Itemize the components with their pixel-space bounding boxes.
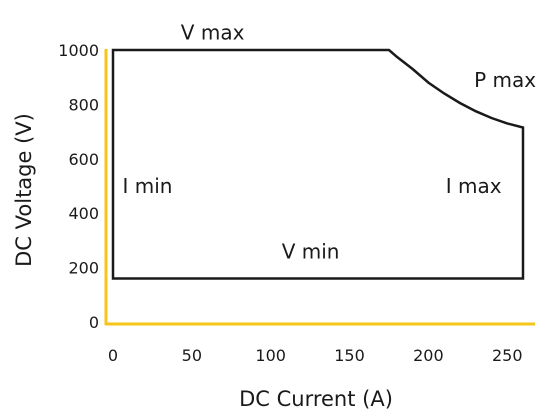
x-axis-title: DC Current (A) <box>239 387 393 411</box>
x-tick-label: 0 <box>108 346 118 365</box>
y-tick-label: 600 <box>68 150 99 169</box>
annotation-v-min: V min <box>282 239 340 263</box>
x-tick-labels: 0 50 100 150 200 250 <box>108 346 523 365</box>
annotation-v-max: V max <box>181 20 245 44</box>
y-tick-label: 0 <box>89 313 99 332</box>
operating-envelope-line <box>111 48 525 280</box>
annotation-i-max: I max <box>446 174 502 198</box>
annotation-p-max: P max <box>474 68 536 92</box>
x-tick-label: 50 <box>182 346 202 365</box>
x-tick-label: 200 <box>413 346 444 365</box>
y-tick-label: 400 <box>68 204 99 223</box>
x-tick-label: 100 <box>255 346 286 365</box>
y-tick-labels: 0 200 400 600 800 1000 <box>58 41 99 332</box>
x-tick-label: 250 <box>492 346 523 365</box>
annotation-i-min: I min <box>122 174 172 198</box>
y-tick-label: 1000 <box>58 41 99 60</box>
axes <box>104 49 535 326</box>
annotations: V max P max I min I max V min <box>122 20 536 263</box>
x-tick-label: 150 <box>334 346 365 365</box>
y-tick-label: 200 <box>68 259 99 278</box>
y-axis-title: DC Voltage (V) <box>12 113 36 267</box>
y-tick-label: 800 <box>68 95 99 114</box>
